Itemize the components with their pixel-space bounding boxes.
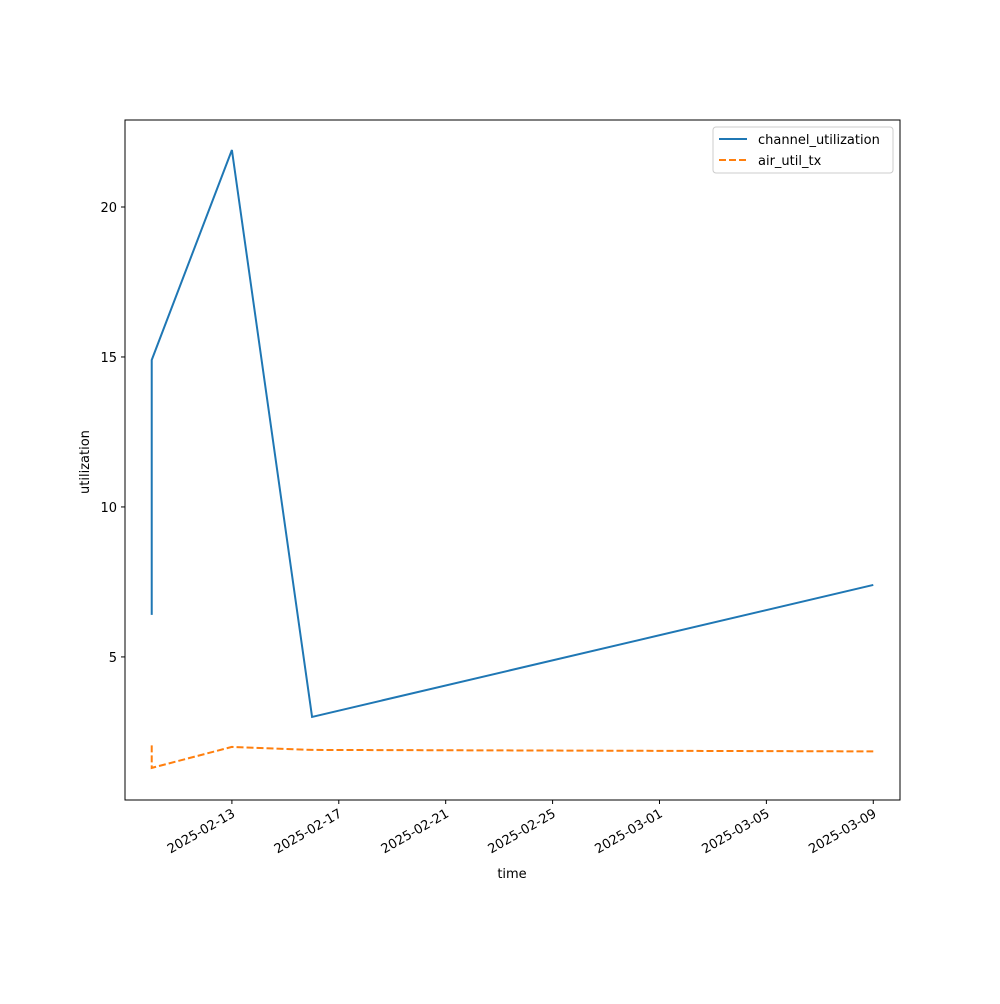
plot-frame xyxy=(124,119,901,801)
legend-box xyxy=(712,126,894,174)
y-axis-label: utilization xyxy=(78,430,93,494)
y-tick-label: 20 xyxy=(100,201,117,216)
line-series xyxy=(150,745,874,770)
legend-label: channel_utilization xyxy=(758,133,880,148)
legend: channel_utilization air_util_tx xyxy=(712,126,894,174)
y-tick-label: 15 xyxy=(100,351,117,366)
y-tick-label: 10 xyxy=(100,501,117,516)
y-tick-label: 5 xyxy=(109,651,117,666)
line-series xyxy=(150,149,874,719)
x-axis-label: time xyxy=(497,867,526,882)
legend-label: air_util_tx xyxy=(758,154,822,169)
